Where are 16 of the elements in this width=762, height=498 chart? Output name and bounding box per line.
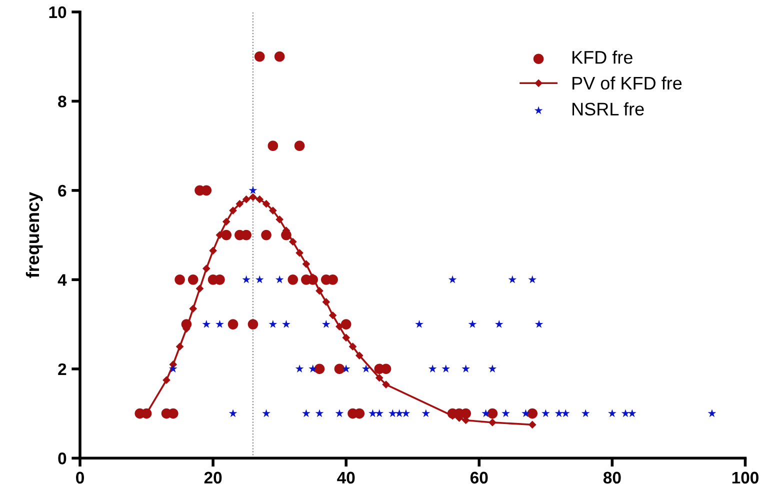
legend-label: NSRL fre (572, 102, 644, 116)
y-tick-label: 6 (58, 184, 66, 197)
y-axis-title: frequency (26, 192, 43, 278)
y-tick-label: 0 (58, 452, 66, 464)
y-tick-label: 4 (58, 274, 67, 286)
legend-label: KFD fre (572, 50, 632, 64)
x-tick-label: 100 (732, 472, 758, 484)
legend-label: PV of KFD fre (572, 76, 682, 90)
x-tick-label: 0 (76, 472, 84, 484)
y-tick-label: 10 (49, 6, 66, 18)
x-tick-label: 60 (470, 472, 488, 484)
y-tick-label: 8 (58, 96, 66, 108)
x-tick-label: 20 (204, 472, 222, 484)
x-tick-label: 80 (603, 472, 621, 484)
y-tick-label: 2 (58, 363, 66, 375)
x-tick-label: 40 (337, 472, 355, 484)
